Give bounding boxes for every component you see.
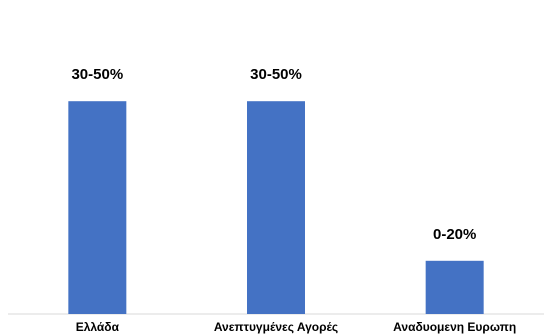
bar-1 <box>247 101 305 314</box>
data-label-1: 30-50% <box>250 66 302 83</box>
data-label-0: 30-50% <box>71 66 123 83</box>
category-label-2: Αναδυομενη Ευρωπη <box>393 320 516 334</box>
data-label-2: 0-20% <box>433 226 476 243</box>
bar-0 <box>68 101 127 314</box>
bar-2 <box>425 260 484 314</box>
category-label-1: Ανεπτυγμένες Αγορές <box>214 320 338 334</box>
category-label-0: Ελλάδα <box>76 320 120 334</box>
